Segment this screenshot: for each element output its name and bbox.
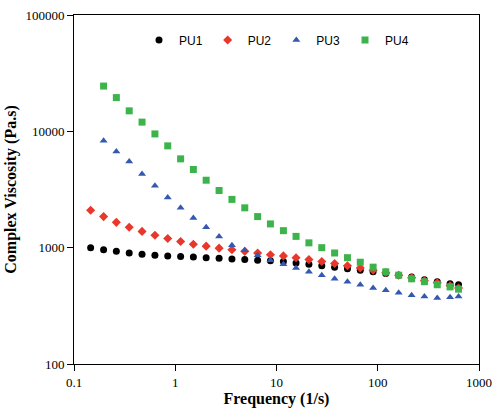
svg-text:1: 1	[172, 375, 179, 390]
svg-text:PU3: PU3	[316, 34, 340, 48]
svg-text:0.1: 0.1	[66, 375, 82, 390]
svg-text:10: 10	[270, 375, 283, 390]
svg-text:100: 100	[45, 357, 65, 372]
svg-text:Complex Viscosity (Pa.s): Complex Viscosity (Pa.s)	[2, 105, 20, 273]
svg-text:1000: 1000	[466, 375, 492, 390]
svg-text:100000: 100000	[25, 8, 64, 23]
svg-text:Frequency (1/s): Frequency (1/s)	[224, 390, 330, 408]
svg-text:PU1: PU1	[179, 34, 203, 48]
svg-text:PU4: PU4	[385, 34, 409, 48]
svg-text:PU2: PU2	[248, 34, 272, 48]
svg-text:100: 100	[368, 375, 388, 390]
svg-text:10000: 10000	[32, 124, 65, 139]
svg-text:1000: 1000	[38, 240, 64, 255]
